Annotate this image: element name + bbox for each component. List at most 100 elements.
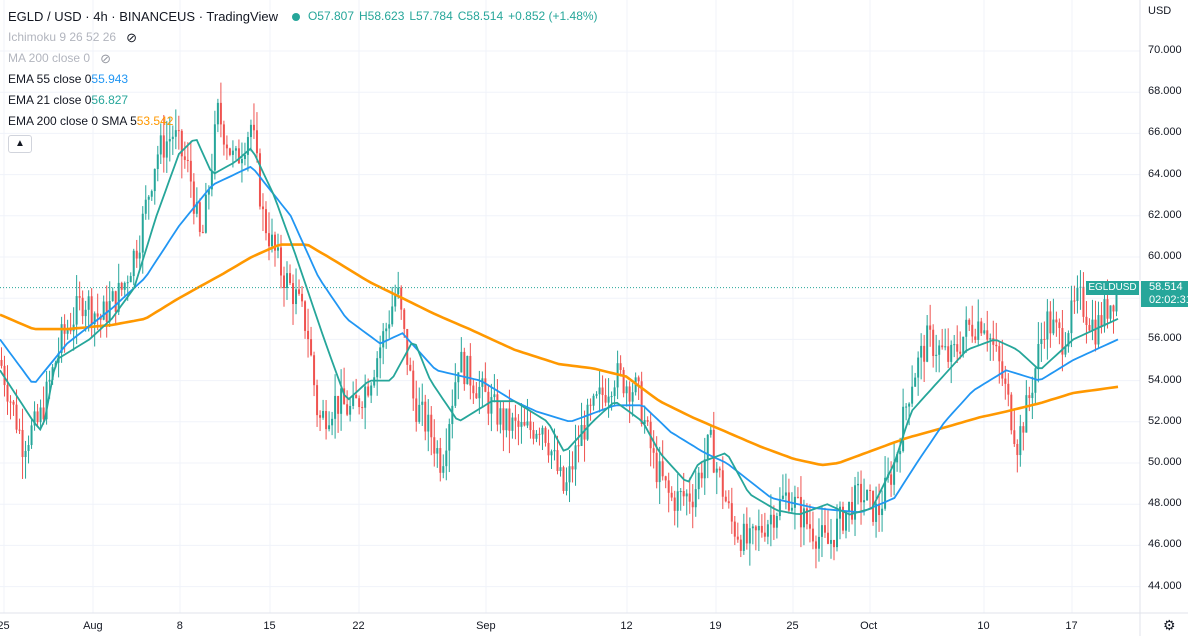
candle [343,367,346,405]
candle-body [1064,346,1067,355]
candle [893,442,896,496]
candle-body [820,525,823,537]
candle [21,408,24,479]
candle [337,395,340,433]
price-tick-label: 56.000 [1148,332,1182,345]
candle-body [162,135,165,158]
candle [436,440,439,468]
currency-label[interactable]: USD [1148,5,1172,17]
candle [42,386,45,425]
candle-body [896,454,899,463]
candle-body [697,472,700,490]
candle-body [310,339,313,356]
candle [709,425,712,438]
candle-body [664,476,667,481]
candle [1076,275,1079,314]
candle-body [192,181,195,214]
candle-body [700,472,703,479]
candle-body [3,365,6,386]
candle-body [295,289,298,305]
candle-body [472,385,475,394]
collapse-legend-button[interactable]: ▲ [8,134,32,153]
candle [69,312,72,335]
candle [977,299,980,347]
candle [733,516,736,546]
candle-body [307,330,310,340]
candle-body [168,139,171,142]
candle [1034,365,1037,404]
candle [875,486,878,538]
candle [264,201,267,241]
candle [694,470,697,517]
candle [261,193,264,232]
candle-body [457,372,460,383]
settings-gear-icon[interactable]: ⚙ [1163,617,1176,633]
candle [135,239,138,268]
price-tick-label: 46.000 [1148,538,1182,551]
candle-body [1019,426,1022,456]
candle-body [252,124,255,131]
candle [310,326,313,357]
market-status-dot [291,12,300,21]
indicator-ema-21[interactable]: EMA 21 close 0 56.827 [8,90,603,111]
candle-body [424,401,427,432]
eye-off-icon[interactable]: ⊘ [126,30,137,45]
candle-body [433,437,436,454]
candle [769,494,772,547]
candle [1022,422,1025,451]
indicator-ichimoku[interactable]: Ichimoku 9 26 52 26 ⊘ [8,27,603,48]
candle [562,465,565,494]
candle-body [129,276,132,283]
indicator-value: 53.542 [136,114,174,128]
candle-body [523,421,526,426]
candle [508,389,511,454]
candle [219,82,222,138]
candle-body [490,397,493,414]
candle [1049,301,1052,348]
candle [445,428,448,481]
candle-body [48,379,51,382]
symbol-title[interactable]: EGLD / USD · 4h · BINANCEUS · TradingVie… [8,9,278,24]
candle [998,341,1001,384]
indicator-ema-200[interactable]: EMA 200 close 0 SMA 5 53.542 [8,111,603,132]
candle [385,322,388,349]
candle [349,397,352,422]
price-tick-label: 48.000 [1148,497,1182,510]
candle [646,416,649,426]
candle [397,271,400,299]
indicator-ema-55[interactable]: EMA 55 close 0 55.943 [8,69,603,90]
candle [198,198,201,237]
candle-body [971,324,974,337]
candle-body [932,329,935,356]
candle [532,421,535,445]
candle [249,119,252,152]
candle-body [667,480,670,493]
price-tick-label: 52.000 [1148,414,1182,427]
candle [9,395,12,420]
candle-body [565,482,568,491]
candle-body [39,407,42,423]
candle-body [385,328,388,332]
eye-off-icon[interactable]: ⊘ [100,51,111,66]
candle [1040,322,1043,362]
candle [947,328,950,369]
candle-body [111,291,114,301]
candle-body [622,369,625,394]
candle-body [42,407,45,420]
candle-body [595,394,598,396]
candle-body [631,392,634,402]
candle [147,194,150,220]
indicator-ma-200[interactable]: MA 200 close 0 ⊘ [8,48,603,69]
candle-body [538,433,541,435]
candle [793,485,796,530]
candle [1094,300,1097,352]
candle-body [343,388,346,405]
candle [823,507,826,538]
candle-body [273,234,276,251]
candle [418,387,421,424]
candle [1073,285,1076,314]
ema-21-line [0,138,1119,516]
candle-body [799,496,802,528]
candle-body [1088,325,1091,331]
